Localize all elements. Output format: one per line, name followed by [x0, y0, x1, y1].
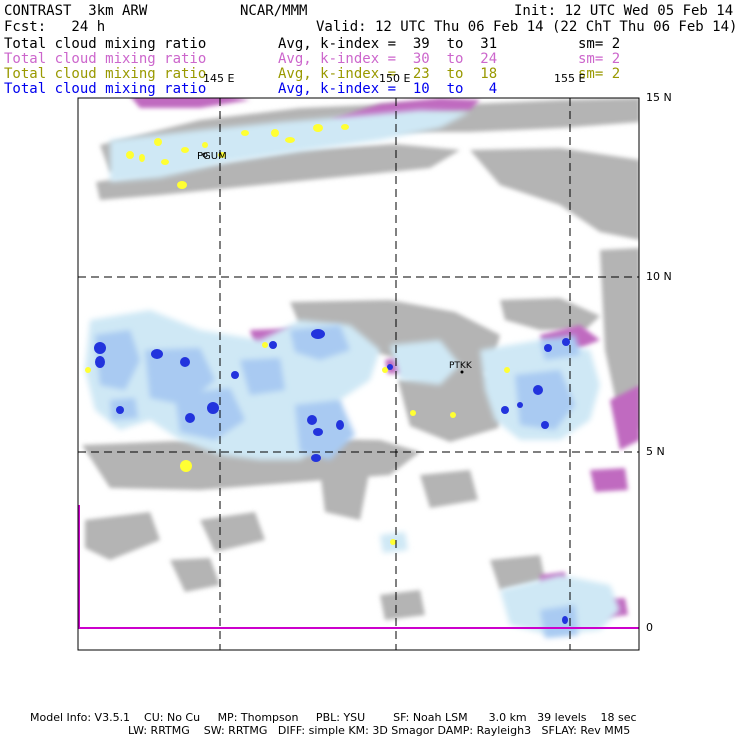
- field-name: Total cloud mixing ratio: [4, 36, 207, 52]
- model-title: CONTRAST 3km ARW: [4, 3, 148, 19]
- field-name: Total cloud mixing ratio: [4, 81, 207, 97]
- lon-label-155: 155 E: [554, 72, 586, 85]
- field-name: Total cloud mixing ratio: [4, 51, 207, 67]
- lat-label-15n: 15 N: [646, 91, 672, 104]
- field-kindex: Avg, k-index = 30 to 24: [278, 51, 498, 67]
- field-name: Total cloud mixing ratio: [4, 66, 207, 82]
- map-frame: [77, 97, 640, 651]
- lat-lon-grid: [78, 98, 639, 650]
- forecast-hour: Fcst: 24 h: [4, 19, 106, 35]
- field-kindex: Avg, k-index = 23 to 18: [278, 66, 498, 82]
- field-kindex: Avg, k-index = 10 to 4: [278, 81, 498, 97]
- lat-label-10n: 10 N: [646, 270, 672, 283]
- station-marker-icon: [460, 370, 464, 374]
- field-smoothing: sm= 2: [578, 66, 621, 82]
- field-kindex: Avg, k-index = 39 to 31: [278, 36, 498, 52]
- lat-label-equator: 0: [646, 621, 653, 634]
- valid-time: Valid: 12 UTC Thu 06 Feb 14 (22 ChT Thu …: [316, 19, 738, 35]
- station-marker-icon: [202, 152, 208, 158]
- midblue-cloud-field: [95, 325, 580, 638]
- station-label-ptkk: PTKK: [449, 361, 472, 371]
- model-info-line1: Model Info: V3.5.1 CU: No Cu MP: Thompso…: [30, 711, 637, 724]
- station-label-pgum: PGUM: [197, 151, 227, 162]
- model-info-line2: LW: RRTMG SW: RRTMG DIFF: simple KM: 3D …: [128, 724, 631, 737]
- lon-label-145: 145 E: [203, 72, 235, 85]
- init-time: Init: 12 UTC Wed 05 Feb 14: [514, 3, 734, 19]
- blue-cloud-cores: [94, 329, 570, 624]
- field-smoothing: sm= 2: [578, 36, 621, 52]
- field-smoothing: sm= 2: [578, 51, 621, 67]
- lat-label-5n: 5 N: [646, 445, 665, 458]
- lon-label-150: 150 E: [379, 72, 411, 85]
- organization: NCAR/MMM: [240, 3, 308, 19]
- yellow-cloud-field: [85, 124, 510, 545]
